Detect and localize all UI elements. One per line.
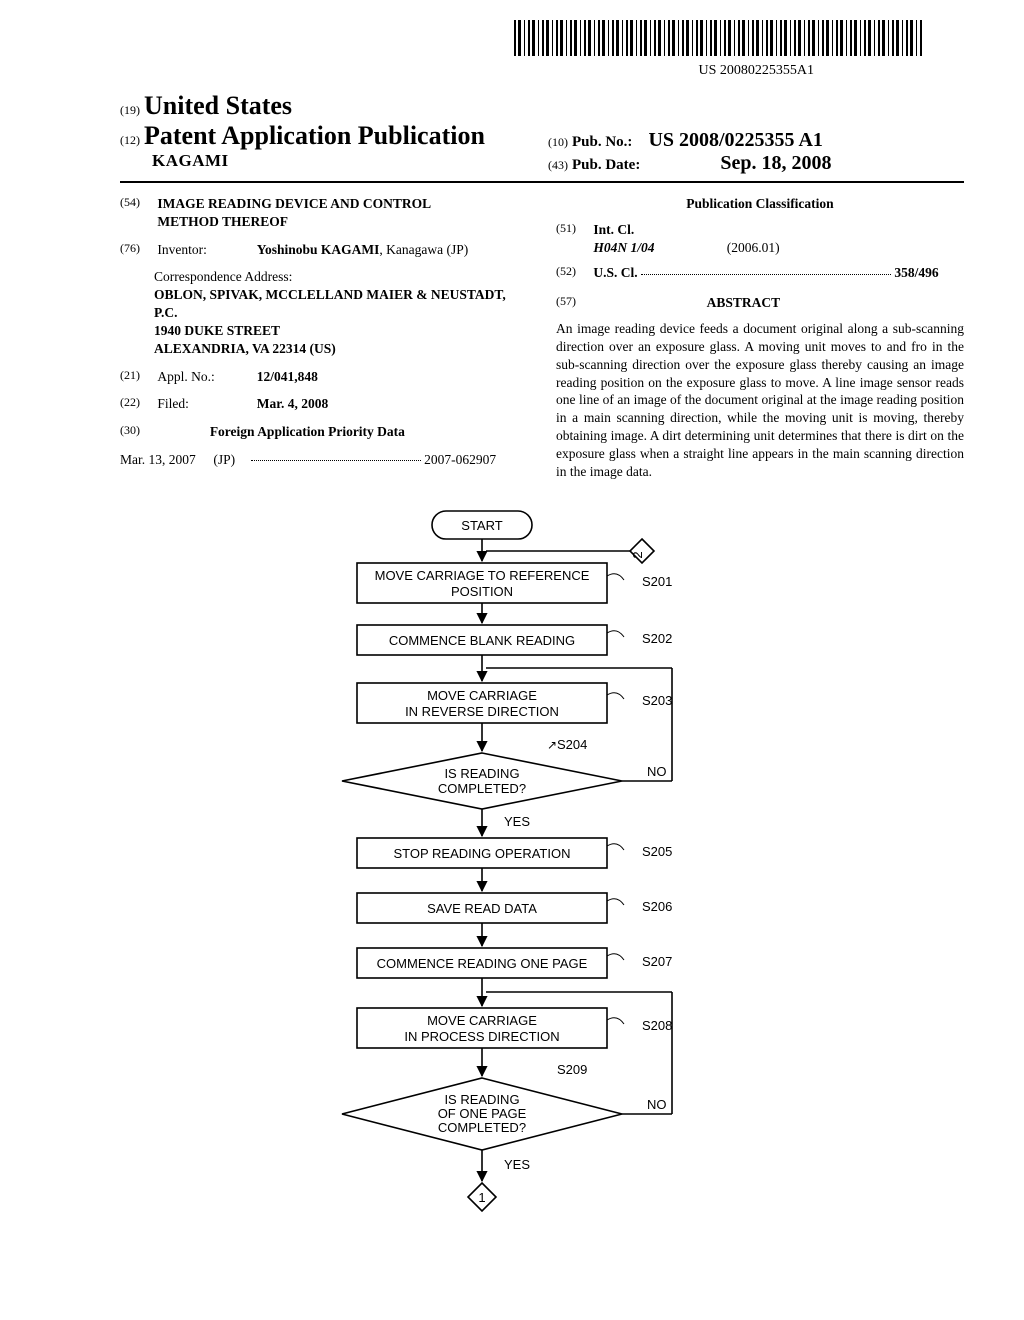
pubno: US 2008/0225355 A1 — [648, 129, 822, 151]
flow-start: START — [461, 518, 502, 533]
foreign-appno: 2007-062907 — [424, 452, 496, 467]
svg-text:COMPLETED?: COMPLETED? — [438, 781, 526, 796]
flow-yes2: YES — [504, 1157, 530, 1172]
flow-s202: COMMENCE BLANK READING — [389, 633, 575, 648]
dot-leader — [251, 460, 421, 461]
code-76: (76) — [120, 241, 154, 257]
flow-yes1: YES — [504, 814, 530, 829]
code-51: (51) — [556, 221, 590, 237]
pubno-label: Pub. No.: — [572, 134, 632, 150]
header: (19) United States (12) Patent Applicati… — [120, 91, 964, 175]
label-s209: S209 — [557, 1062, 587, 1077]
corr-city: ALEXANDRIA, VA 22314 (US) — [154, 340, 528, 358]
hr-top — [120, 181, 964, 183]
inventor-loc: , Kanagawa (JP) — [379, 242, 468, 257]
applno: 12/041,848 — [257, 369, 318, 384]
right-column: Publication Classification (51) Int. Cl.… — [556, 195, 964, 488]
corr-firm: OBLON, SPIVAK, MCCLELLAND MAIER & NEUSTA… — [154, 286, 528, 322]
flow-s207: COMMENCE READING ONE PAGE — [377, 956, 588, 971]
flow-s206: SAVE READ DATA — [427, 901, 537, 916]
svg-text:IN PROCESS DIRECTION: IN PROCESS DIRECTION — [404, 1029, 559, 1044]
pubdate: Sep. 18, 2008 — [720, 152, 831, 174]
inventor-label: Inventor: — [157, 241, 253, 259]
code-19: (19) — [120, 103, 140, 117]
code-12: (12) — [120, 133, 140, 147]
svg-text:IS READING: IS READING — [444, 766, 519, 781]
barcode-graphic — [514, 20, 924, 56]
inventor-header: KAGAMI — [152, 151, 530, 171]
abstract-heading: ABSTRACT — [593, 294, 893, 312]
svg-text:MOVE CARRIAGE: MOVE CARRIAGE — [427, 688, 537, 703]
intcl-label: Int. Cl. — [593, 222, 634, 237]
uscl-label: U.S. Cl. — [593, 265, 637, 280]
intcl-value: H04N 1/04 — [593, 239, 723, 257]
patent-page: US 20080225355A1 (19) United States (12)… — [0, 0, 1024, 1299]
flow-s205: STOP READING OPERATION — [394, 846, 571, 861]
left-column: (54) IMAGE READING DEVICE AND CONTROL ME… — [120, 195, 528, 488]
code-22: (22) — [120, 395, 154, 411]
filed-date: Mar. 4, 2008 — [257, 396, 329, 411]
pubclass-heading: Publication Classification — [556, 195, 964, 213]
code-54: (54) — [120, 195, 154, 211]
label-s204: S204 — [557, 737, 587, 752]
svg-text:IN REVERSE DIRECTION: IN REVERSE DIRECTION — [405, 704, 559, 719]
label-s206: S206 — [642, 899, 672, 914]
code-52: (52) — [556, 264, 590, 280]
code-10: (10) — [548, 135, 568, 149]
label-s207: S207 — [642, 954, 672, 969]
label-s208: S208 — [642, 1018, 672, 1033]
publication-kind: Patent Application Publication — [144, 121, 485, 150]
label-s205: S205 — [642, 844, 672, 859]
intcl-year: (2006.01) — [727, 240, 780, 255]
flow-conn2: 2 — [630, 552, 645, 559]
header-left: (19) United States (12) Patent Applicati… — [120, 91, 530, 175]
barcode-block — [60, 20, 924, 61]
code-30: (30) — [120, 423, 154, 439]
bibliographic-columns: (54) IMAGE READING DEVICE AND CONTROL ME… — [120, 195, 964, 488]
code-43: (43) — [548, 158, 568, 172]
code-21: (21) — [120, 368, 154, 384]
svg-text:IS READING: IS READING — [444, 1092, 519, 1107]
applno-label: Appl. No.: — [157, 368, 253, 386]
uscl-value: 358/496 — [894, 265, 938, 280]
foreign-date: Mar. 13, 2007 — [120, 451, 210, 469]
flow-no1: NO — [647, 764, 667, 779]
svg-text:POSITION: POSITION — [451, 584, 513, 599]
label-s201: S201 — [642, 574, 672, 589]
label-s202: S202 — [642, 631, 672, 646]
svg-text:MOVE CARRIAGE: MOVE CARRIAGE — [427, 1013, 537, 1028]
label-s203: S203 — [642, 693, 672, 708]
svg-text:COMPLETED?: COMPLETED? — [438, 1120, 526, 1135]
country: United States — [144, 91, 292, 120]
invention-title: IMAGE READING DEVICE AND CONTROL METHOD … — [157, 195, 457, 231]
flow-conn1: 1 — [478, 1190, 485, 1205]
dot-leader-2 — [641, 274, 891, 275]
flowchart: START 2 MOVE CARRIAGE TO REFERENCE POSIT… — [60, 506, 964, 1269]
flow-no2: NO — [647, 1097, 667, 1112]
pubdate-label: Pub. Date: — [572, 157, 640, 173]
flowchart-svg: START 2 MOVE CARRIAGE TO REFERENCE POSIT… — [252, 506, 772, 1266]
svg-text:↗: ↗ — [547, 738, 557, 752]
inventor-name: Yoshinobu KAGAMI — [257, 242, 380, 257]
barcode-text: US 20080225355A1 — [60, 63, 814, 79]
filed-label: Filed: — [157, 395, 253, 413]
header-right: (10) Pub. No.: US 2008/0225355 A1 (43) P… — [548, 91, 964, 175]
corr-street: 1940 DUKE STREET — [154, 322, 528, 340]
abstract-text: An image reading device feeds a document… — [556, 320, 964, 480]
svg-text:OF ONE PAGE: OF ONE PAGE — [438, 1106, 527, 1121]
code-57: (57) — [556, 294, 590, 310]
foreign-country: (JP) — [213, 451, 247, 469]
corr-label: Correspondence Address: — [154, 268, 528, 286]
svg-text:MOVE CARRIAGE TO REFERENCE: MOVE CARRIAGE TO REFERENCE — [375, 568, 590, 583]
foreign-priority-title: Foreign Application Priority Data — [157, 423, 457, 441]
